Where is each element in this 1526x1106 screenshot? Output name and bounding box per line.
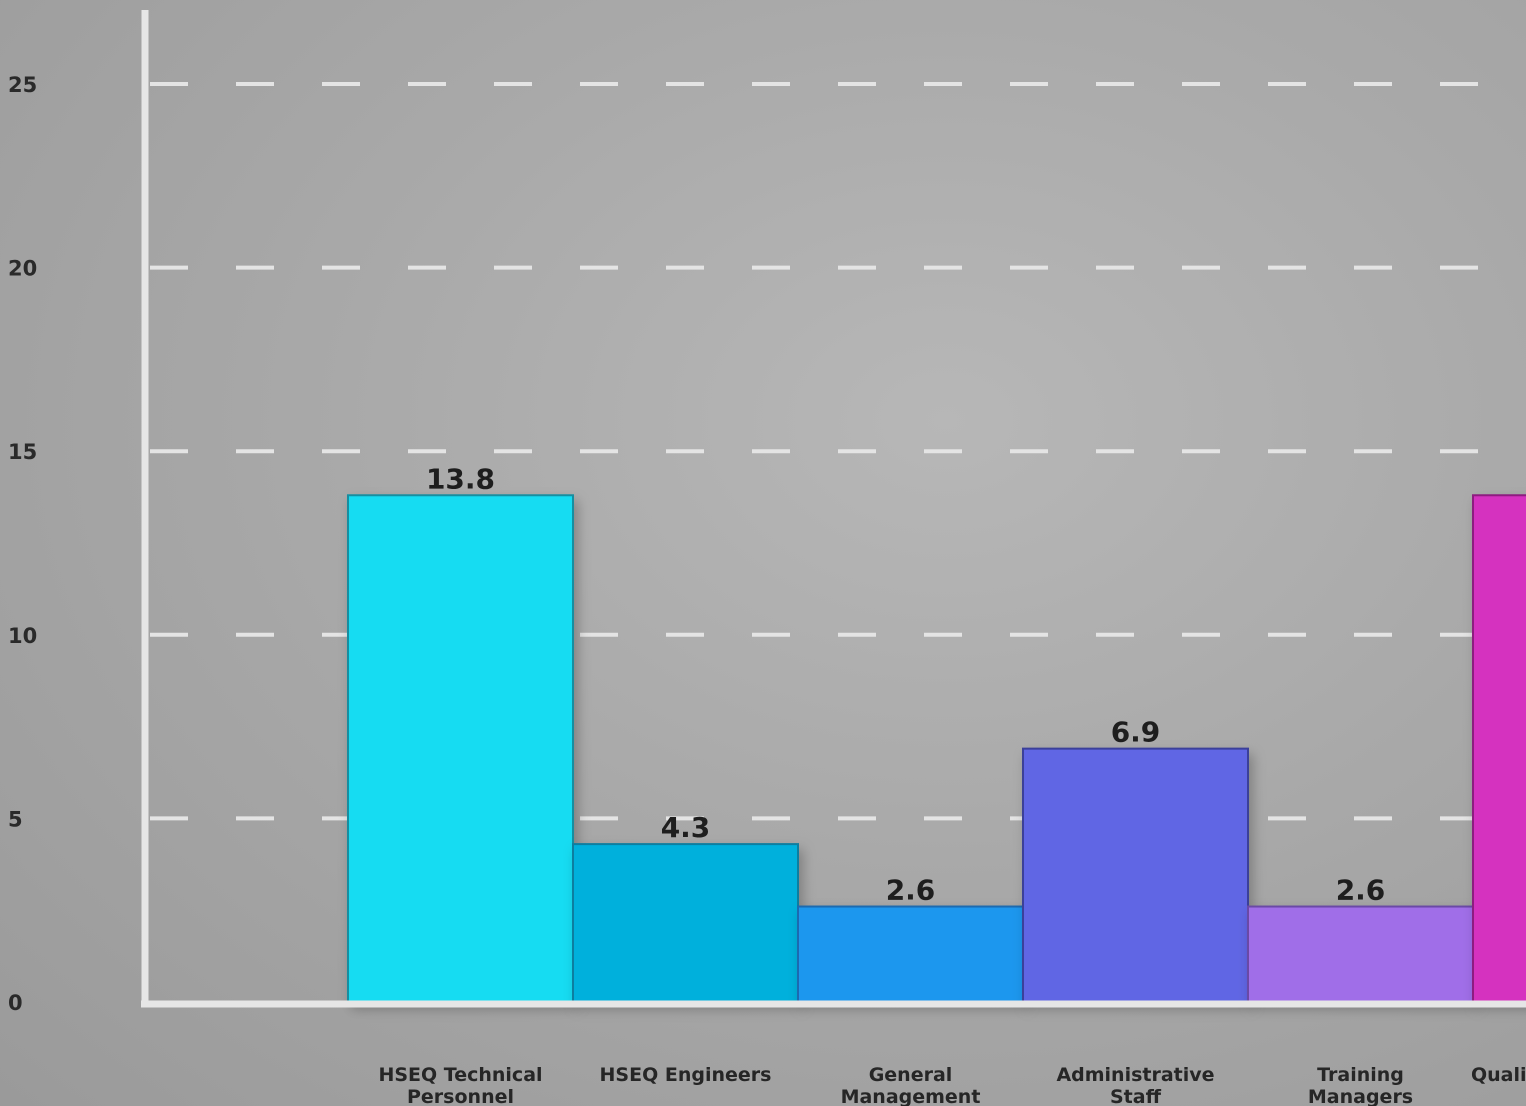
- x-tick-label: Administrative Staff: [1056, 1064, 1214, 1106]
- y-tick-label: 25: [8, 73, 37, 97]
- y-tick-label: 20: [8, 257, 37, 281]
- x-tick-label: HSEQ Engineers: [600, 1064, 772, 1086]
- data-label: 4.3: [661, 811, 711, 844]
- y-tick-label: 5: [8, 807, 23, 831]
- x-tick-label: Training Managers: [1308, 1064, 1413, 1106]
- x-tick-label: Quali: [1471, 1064, 1526, 1086]
- axes: [141, 10, 1526, 1008]
- y-tick-label: 10: [8, 624, 37, 648]
- y-axis-ticks: 0 5 10 15 20 25: [8, 73, 37, 1015]
- bar: [1022, 747, 1249, 1004]
- value-labels: 13.8 4.3 2.6 6.9 2.6: [426, 462, 1385, 906]
- bar: [572, 843, 799, 1003]
- bar: [797, 905, 1024, 1004]
- y-tick-label: 15: [8, 440, 37, 464]
- bar: [1472, 494, 1526, 1003]
- data-label: 2.6: [886, 874, 936, 907]
- gridlines: [150, 82, 1526, 821]
- data-label: 6.9: [1111, 716, 1161, 749]
- x-tick-label: HSEQ Technical Personnel: [378, 1064, 542, 1106]
- y-tick-label: 0: [8, 991, 23, 1015]
- data-label: 2.6: [1336, 874, 1386, 907]
- bar: [347, 494, 574, 1003]
- data-label: 13.8: [426, 462, 495, 495]
- bar: [1247, 905, 1474, 1004]
- x-tick-label: General Management: [841, 1064, 981, 1106]
- x-axis-labels: HSEQ Technical Personnel HSEQ Engineers Gen…: [378, 1064, 1526, 1106]
- bars: [347, 494, 1526, 1004]
